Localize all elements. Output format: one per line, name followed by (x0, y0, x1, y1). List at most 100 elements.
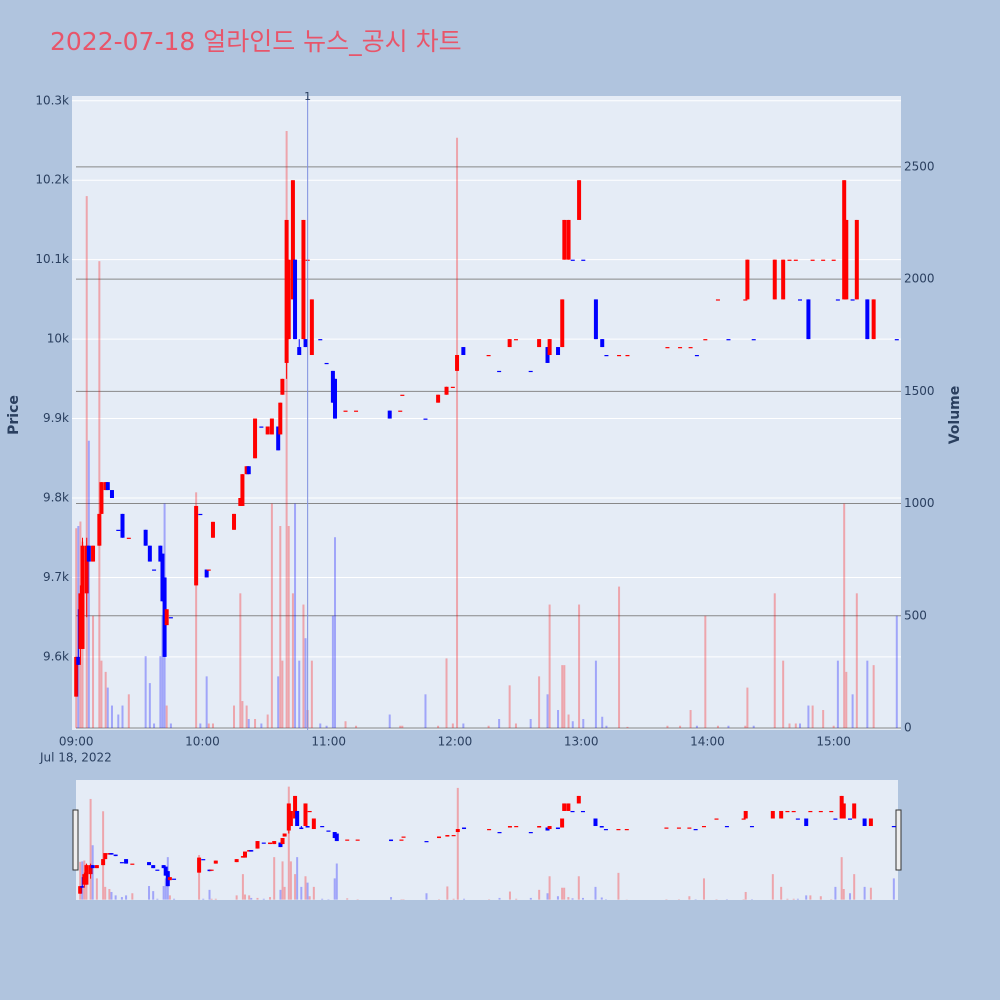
mini-candle-body (868, 818, 873, 827)
volume-bar (895, 615, 898, 728)
mini-volume-bar (452, 898, 455, 900)
y-tick-label: 10.1k (35, 252, 69, 266)
mini-candle-body (547, 826, 552, 830)
candle-body (74, 656, 79, 697)
mini-volume-bar (164, 878, 167, 900)
candle-body (276, 426, 281, 451)
mini-volume-bar (529, 897, 532, 900)
x-date-label: Jul 18, 2022 (39, 751, 112, 765)
mini-candle-body (487, 829, 492, 831)
x-tick-label: 09:00 (59, 735, 94, 749)
volume-bar (117, 714, 120, 728)
volume-bar (788, 723, 791, 728)
mini-candle-body (795, 818, 800, 820)
candle-body (400, 394, 405, 396)
mini-volume-bar (289, 861, 292, 900)
volume-bar (437, 725, 440, 728)
range-handle-left[interactable] (72, 809, 79, 871)
mini-volume-bar (853, 874, 856, 900)
mini-candle-body (779, 810, 784, 819)
volume-bar (291, 593, 294, 728)
volume-bar (266, 714, 269, 728)
mini-candle-body (320, 826, 325, 828)
mini-candle-body (852, 803, 857, 819)
mini-candle-body (785, 810, 790, 813)
volume-bar (334, 537, 337, 728)
volume-bar (666, 725, 669, 728)
mini-candle-body (829, 810, 834, 813)
candle-body (703, 339, 708, 341)
candle-body (545, 347, 550, 363)
mini-candle-body (560, 818, 565, 828)
mini-volume-bar (243, 894, 246, 900)
volume-bar (679, 725, 682, 728)
mini-candle-body (249, 850, 254, 852)
plot-area (72, 96, 901, 730)
mini-candle-body (101, 859, 106, 866)
mini-volume-bar (235, 895, 238, 900)
candle-body (76, 656, 81, 665)
mini-candle-body (624, 829, 629, 831)
y-tick-label: 10.3k (35, 93, 69, 107)
range-handle-right[interactable] (895, 809, 902, 871)
mini-volume-bar (241, 874, 244, 900)
candle-body (665, 347, 670, 349)
candle-body (103, 482, 108, 491)
mini-volume-bar (546, 893, 549, 900)
candle-body (604, 355, 609, 357)
y2-axis-title: Volume (947, 386, 963, 445)
candle-body (160, 553, 165, 602)
mini-volume-bar (102, 811, 105, 900)
volume-bar (153, 723, 156, 728)
candle-body (486, 355, 491, 357)
volume-bar (241, 701, 244, 728)
mini-volume-bar (563, 887, 566, 900)
candle-body (253, 418, 258, 459)
candle-body (80, 545, 85, 649)
mini-volume-bar (168, 895, 171, 900)
mini-candle-body (303, 803, 308, 827)
candle-body (894, 339, 899, 341)
mini-volume-bar (863, 886, 866, 900)
mini-volume-bar (208, 889, 211, 900)
volume-bar (626, 726, 629, 728)
candle-body (566, 219, 571, 260)
candle-body (444, 386, 449, 395)
mini-candle-body (234, 859, 239, 863)
mini-candle-body (497, 832, 502, 834)
candle-body (513, 339, 518, 341)
mini-candle-body (701, 826, 706, 828)
mini-candle-body (818, 810, 823, 813)
y-axis-title: Price (6, 395, 22, 435)
mini-volume-bar (321, 898, 324, 900)
candle-body (164, 609, 169, 626)
volume-bar (344, 721, 347, 728)
volume-bar (355, 725, 358, 728)
candle-body (715, 299, 720, 301)
volume-bar (487, 725, 490, 728)
mini-candle-body (345, 839, 350, 841)
mini-volume-bar (79, 861, 82, 900)
mini-volume-bar (256, 897, 259, 900)
mini-volume-bar (548, 876, 551, 900)
candle-body (232, 513, 237, 530)
x-tick-label: 13:00 (564, 735, 599, 749)
volume-bar (233, 705, 236, 728)
candle-body (293, 259, 298, 340)
mini-candle-body (282, 833, 287, 837)
mini-candle-body (161, 865, 166, 869)
candle-body (301, 219, 306, 340)
mini-volume-bar (556, 896, 559, 900)
mini-candle-body (261, 842, 266, 844)
mini-volume-bar (202, 898, 205, 900)
mini-volume-bar (892, 878, 895, 900)
mini-candle-body (570, 810, 575, 813)
mini-candle-body (593, 818, 598, 827)
mini-volume-bar (567, 897, 570, 900)
candle-body (865, 299, 870, 340)
volume-bar (121, 705, 124, 728)
candle-body (821, 259, 826, 261)
volume-bar (279, 525, 282, 728)
mini-candle-body (616, 829, 621, 831)
mini-volume-bar (148, 886, 151, 900)
